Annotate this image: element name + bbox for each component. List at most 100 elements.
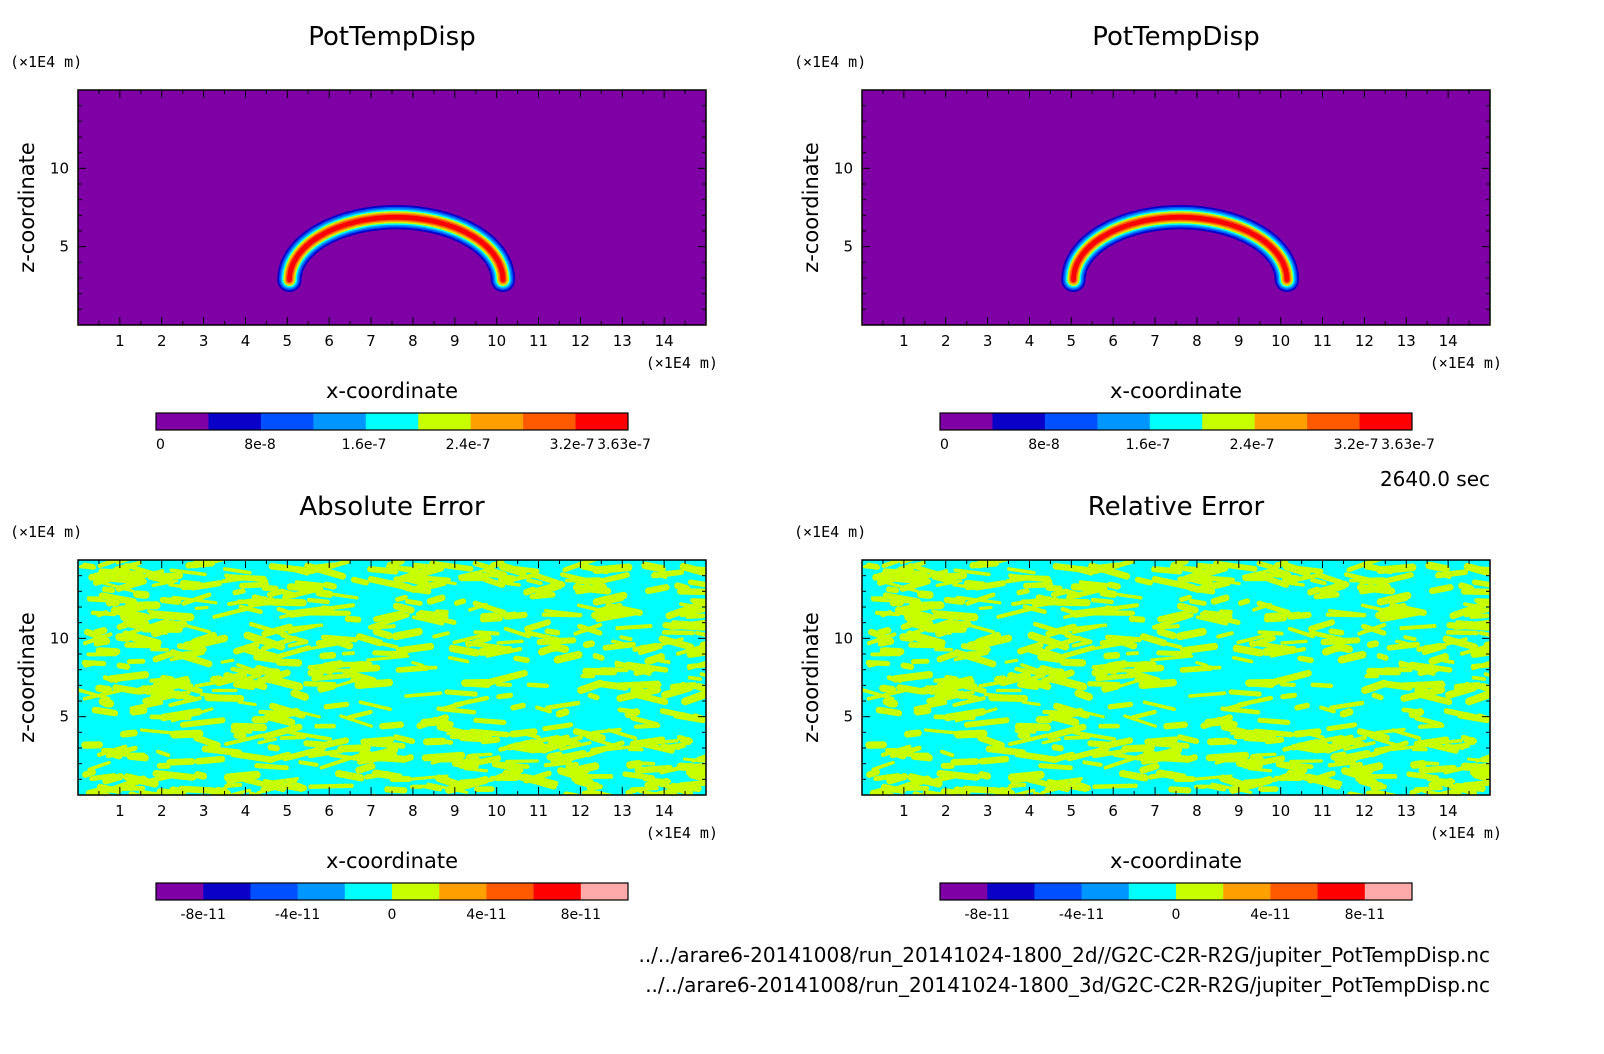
x-tick-label: 7 — [1150, 802, 1160, 820]
noise-blob — [1318, 580, 1349, 594]
noise-blob — [658, 658, 671, 665]
colorbar-swatch — [940, 413, 993, 430]
noise-blob — [1376, 653, 1389, 661]
noise-blob — [1188, 691, 1227, 698]
y-unit-label: (×1E4 m) — [10, 53, 82, 71]
colorbar-swatch — [1202, 413, 1256, 430]
noise-blob — [866, 688, 907, 701]
y-tick-label: 5 — [843, 238, 853, 256]
noise-blob — [1107, 701, 1134, 710]
noise-blob — [969, 560, 999, 569]
x-tick-label: 10 — [1271, 332, 1290, 350]
noise-blob — [275, 658, 303, 667]
colorbar-tick-label: 4e-11 — [1250, 907, 1290, 923]
noise-blob — [1343, 741, 1376, 751]
colorbar-tick-label: 3.2e-7 — [1334, 437, 1379, 453]
noise-blob — [1232, 644, 1264, 657]
noise-blob — [1371, 692, 1384, 701]
colorbar-frame — [155, 882, 629, 901]
noise-blob — [637, 644, 660, 656]
x-tick-label: 12 — [1355, 802, 1374, 820]
noise-blob — [577, 679, 604, 694]
noise-blob — [900, 662, 915, 670]
noise-blob — [1414, 715, 1444, 728]
x-tick-label: 14 — [1439, 332, 1458, 350]
colorbar-tick-label: 0 — [156, 437, 165, 453]
noise-blob — [1436, 787, 1463, 795]
noise-blob — [587, 692, 600, 701]
noise-blob — [496, 682, 512, 687]
noise-blob — [1443, 708, 1489, 722]
noise-blob — [129, 700, 164, 711]
noise-blob — [81, 741, 103, 749]
noise-blob — [361, 740, 406, 749]
x-tick-label: 1 — [115, 332, 125, 350]
noise-blob — [107, 671, 150, 683]
x-tick-label: 3 — [199, 802, 209, 820]
noise-blob — [1459, 641, 1490, 656]
noise-blob — [1425, 561, 1450, 573]
noise-blob — [1091, 668, 1109, 677]
noise-blob — [622, 771, 656, 781]
noise-blob — [1046, 723, 1087, 740]
noise-blob — [1007, 567, 1036, 575]
noise-blob — [421, 751, 466, 762]
noise-blob — [1004, 658, 1019, 664]
noise-blob — [1134, 576, 1154, 586]
noise-blob — [1308, 619, 1336, 632]
noise-blob — [916, 590, 934, 599]
arc-band-8 — [287, 214, 506, 283]
noise-blob — [1066, 586, 1106, 601]
noise-blob — [1451, 621, 1467, 630]
noise-blob — [544, 628, 561, 636]
noise-blob — [1282, 562, 1311, 577]
noise-blob — [314, 737, 350, 750]
noise-blob — [132, 590, 150, 599]
noise-blob — [279, 606, 323, 619]
noise-blob — [166, 758, 196, 766]
noise-blob — [617, 707, 637, 714]
noise-blob — [1356, 583, 1396, 595]
colorbar-swatch — [523, 413, 577, 430]
noise-blob — [1071, 623, 1101, 635]
noise-blob — [139, 625, 168, 635]
x-tick-label: 10 — [1271, 802, 1290, 820]
noise-blob — [589, 743, 619, 753]
noise-blob — [360, 763, 376, 772]
x-tick-label: 14 — [655, 332, 674, 350]
noise-blob — [875, 706, 903, 717]
noise-blob — [107, 567, 130, 578]
noise-blob — [149, 714, 192, 721]
x-tick-label: 12 — [1355, 332, 1374, 350]
x-tick-label: 12 — [571, 802, 590, 820]
noise-blob — [1233, 733, 1277, 740]
noise-blob — [681, 685, 706, 706]
noise-blob — [933, 610, 979, 622]
noise-blob — [703, 686, 706, 695]
noise-blob — [554, 643, 570, 654]
noise-blob — [287, 730, 333, 742]
noise-blob — [1364, 673, 1380, 679]
noise-blob — [149, 774, 172, 783]
noise-blob — [1092, 748, 1128, 759]
noise-blob — [1195, 615, 1229, 626]
noise-blob — [1366, 640, 1380, 649]
noise-blob — [1279, 766, 1308, 782]
noise-blob — [201, 745, 243, 757]
noise-blob — [393, 576, 430, 583]
noise-blob — [1346, 560, 1387, 573]
noise-blob — [395, 594, 408, 602]
x-axis-label: x-coordinate — [326, 849, 458, 873]
noise-blob — [1186, 566, 1204, 573]
noise-blob — [1428, 653, 1450, 666]
noise-blob — [1403, 635, 1417, 642]
noise-blob — [1471, 675, 1486, 681]
noise-blob — [687, 762, 706, 773]
noise-blob — [888, 748, 907, 760]
colorbar-swatch — [470, 413, 524, 430]
x-tick-label: 1 — [899, 802, 909, 820]
noise-blob — [1257, 630, 1284, 636]
noise-blob — [116, 603, 147, 614]
noise-blob — [1063, 606, 1107, 619]
noise-blob — [410, 579, 448, 593]
